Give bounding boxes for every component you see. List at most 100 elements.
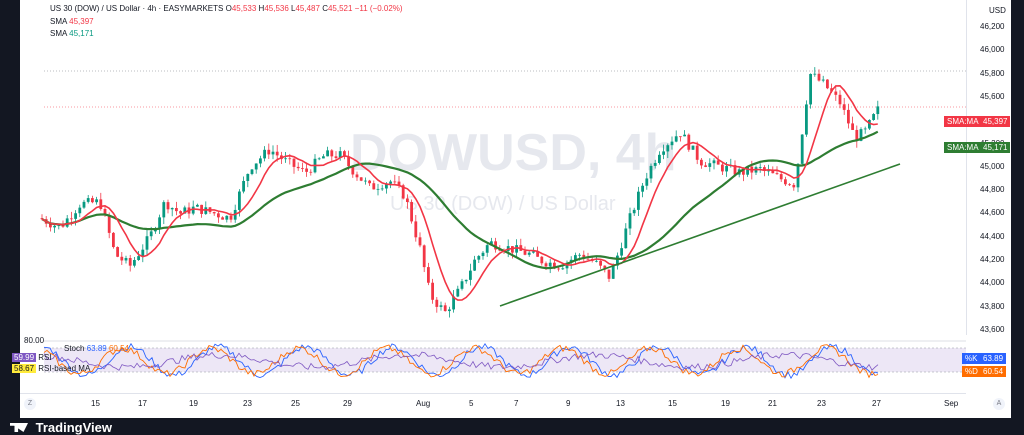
candle-body	[796, 163, 800, 188]
candle-body	[116, 247, 119, 257]
stoch-k-value: 63.89	[86, 344, 107, 353]
candle-body	[452, 296, 455, 310]
candle-body	[779, 174, 783, 180]
candle-body	[91, 198, 94, 203]
sma-slow-value: 45,171	[69, 29, 94, 38]
timezone-icon[interactable]: Z	[24, 398, 36, 410]
sma-fast-tag-label: SMA:MA	[947, 117, 979, 126]
candle-body	[74, 213, 77, 219]
candle-body	[128, 258, 132, 266]
candle-body	[649, 165, 653, 179]
chart-canvas[interactable]: DOWUSD, 4h US 30 (DOW) / US Dollar	[20, 0, 1011, 418]
tradingview-logo[interactable]: TradingView	[10, 420, 112, 435]
ohlc-legend: US 30 (DOW) / US Dollar · 4h · EASYMARKE…	[50, 4, 403, 13]
sma-slow-price-value: 45,171	[980, 142, 1011, 153]
candle-body	[196, 204, 199, 207]
candle-body	[246, 173, 250, 181]
price-tick-label: 45,000	[980, 161, 1005, 171]
candle-body	[221, 217, 224, 220]
footer-bar: TradingView	[0, 418, 1024, 435]
candle-body	[242, 180, 245, 192]
candle-body	[401, 185, 405, 199]
time-tick-label: Aug	[416, 399, 431, 408]
sma-slow-label: SMA	[50, 29, 67, 38]
sma-slow-line	[41, 130, 879, 270]
candle-body	[191, 206, 195, 214]
candle-body	[771, 170, 775, 174]
candle-body	[813, 73, 817, 75]
candle-body	[540, 256, 544, 264]
candle-body	[82, 201, 86, 208]
candle-body	[271, 151, 275, 155]
candle-body	[637, 191, 640, 210]
candle-body	[775, 173, 779, 175]
candle-body	[800, 134, 804, 164]
candle-body	[809, 73, 812, 105]
close-label: C	[322, 4, 328, 13]
candle-body	[414, 221, 418, 238]
candle-body	[490, 241, 493, 246]
stoch-k-axis-value: 63.89	[980, 353, 1007, 364]
low-label: L	[291, 4, 296, 13]
sma-slow-price-tag: SMA:MA	[944, 142, 982, 153]
candle-body	[695, 145, 699, 160]
time-tick-label: 19	[721, 399, 730, 408]
time-tick-label: 19	[189, 399, 198, 408]
time-tick-label: 9	[566, 399, 571, 408]
price-axis[interactable]: USD 46,20046,00045,80045,60045,40045,200…	[966, 0, 1012, 335]
auto-icon[interactable]: A	[993, 398, 1005, 410]
time-tick-label: 5	[469, 399, 474, 408]
candle-body	[229, 215, 233, 220]
candle-body	[259, 158, 262, 164]
candle-body	[742, 169, 745, 175]
candle-body	[578, 254, 581, 256]
stoch-legend[interactable]: Stoch 63.89 60.54	[64, 344, 129, 353]
price-tick-label: 44,600	[980, 208, 1005, 218]
stoch-d-line	[43, 344, 879, 379]
candle-body	[624, 228, 628, 249]
price-tick-label: 46,000	[980, 45, 1005, 55]
candle-body	[292, 158, 296, 167]
candle-body	[733, 165, 737, 175]
candle-body	[842, 104, 846, 110]
candle-body	[662, 151, 665, 155]
candle-body	[544, 263, 548, 267]
candle-body	[322, 156, 325, 159]
sma-fast-legend[interactable]: SMA 45,397	[50, 17, 94, 26]
candle-body	[338, 151, 342, 158]
rsi-legend[interactable]: 59.99 RSI	[12, 353, 52, 362]
candle-body	[137, 256, 140, 261]
candle-body	[343, 151, 346, 157]
candle-body	[267, 149, 271, 155]
chart-area[interactable]: DOWUSD, 4h US 30 (DOW) / US Dollar US 30…	[12, 0, 1012, 419]
candle-body	[124, 258, 128, 261]
rsi-ma-legend[interactable]: 58.67 RSI-based MA	[12, 364, 90, 373]
candle-body	[666, 145, 670, 152]
candle-body	[599, 260, 602, 266]
candle-body	[368, 180, 371, 184]
time-axis[interactable]: 15 17 19 23 25 29 Aug 5 7 9 13 15 19 21 23 27 Sep	[20, 393, 966, 419]
candle-body	[263, 149, 266, 159]
candle-body	[49, 223, 52, 228]
sma-slow-legend[interactable]: SMA 45,171	[50, 29, 94, 38]
candle-body	[40, 218, 44, 220]
candle-body	[284, 158, 287, 160]
candle-body	[561, 268, 565, 270]
candle-body	[431, 282, 434, 300]
candle-body	[225, 215, 229, 220]
candle-body	[838, 94, 842, 105]
candle-body	[217, 213, 220, 218]
candle-body	[523, 250, 527, 255]
candle-body	[456, 288, 460, 297]
open-label: O	[225, 4, 232, 13]
candle-body	[826, 79, 829, 89]
price-tick-label: 44,200	[980, 255, 1005, 265]
candle-body	[57, 225, 61, 227]
candle-body	[99, 199, 103, 210]
candle-body	[536, 251, 539, 257]
candle-body	[792, 184, 796, 188]
candle-body	[515, 245, 518, 253]
candle-body	[557, 268, 560, 270]
candle-body	[485, 245, 489, 253]
